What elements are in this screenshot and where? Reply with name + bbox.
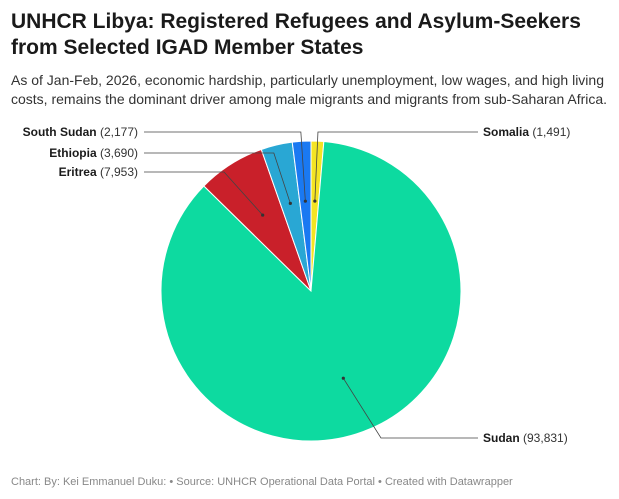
leader-dot-ethiopia: [288, 201, 292, 206]
slice-label-somalia: Somalia (1,491): [483, 125, 570, 139]
slice-labels: Somalia (1,491) Sudan (93,831) Eritrea (7,…: [23, 125, 571, 445]
leader-line-south-sudan: [144, 131, 306, 202]
chart-title: UNHCR Libya: Registered Refugees and Asy…: [11, 10, 581, 59]
label-leaders: [144, 131, 478, 439]
chart-footer: Chart: By: Kei Emmanuel Duku: • Source: …: [11, 476, 513, 488]
slice-label-ethiopia: Ethiopia (3,690): [49, 146, 138, 160]
slice-label-eritrea: Eritrea (7,953): [59, 165, 138, 179]
leader-dot-eritrea: [261, 213, 265, 217]
slice-label-sudan: Sudan (93,831): [483, 431, 568, 445]
leader-dot-somalia: [313, 199, 317, 203]
leader-dot-sudan: [341, 376, 345, 380]
footer-credit: Chart: By: Kei Emmanuel Duku:: [11, 476, 167, 488]
slice-label-south-sudan: South Sudan (2,177): [23, 125, 138, 139]
leader-dot-south-sudan: [303, 199, 307, 203]
footer-source: • Source: UNHCR Operational Data Portal: [169, 476, 375, 488]
leader-line-eritrea: [144, 171, 263, 216]
footer-tool: • Created with Datawrapper: [378, 476, 513, 488]
pie-slices: [160, 140, 462, 442]
chart-subtitle: As of Jan-Feb, 2026, economic hardship, …: [11, 72, 608, 107]
leader-line-somalia: [314, 131, 478, 202]
leader-line-ethiopia: [144, 152, 291, 204]
pie-slice-sudan: [160, 141, 462, 442]
leader-line-sudan: [342, 377, 478, 439]
